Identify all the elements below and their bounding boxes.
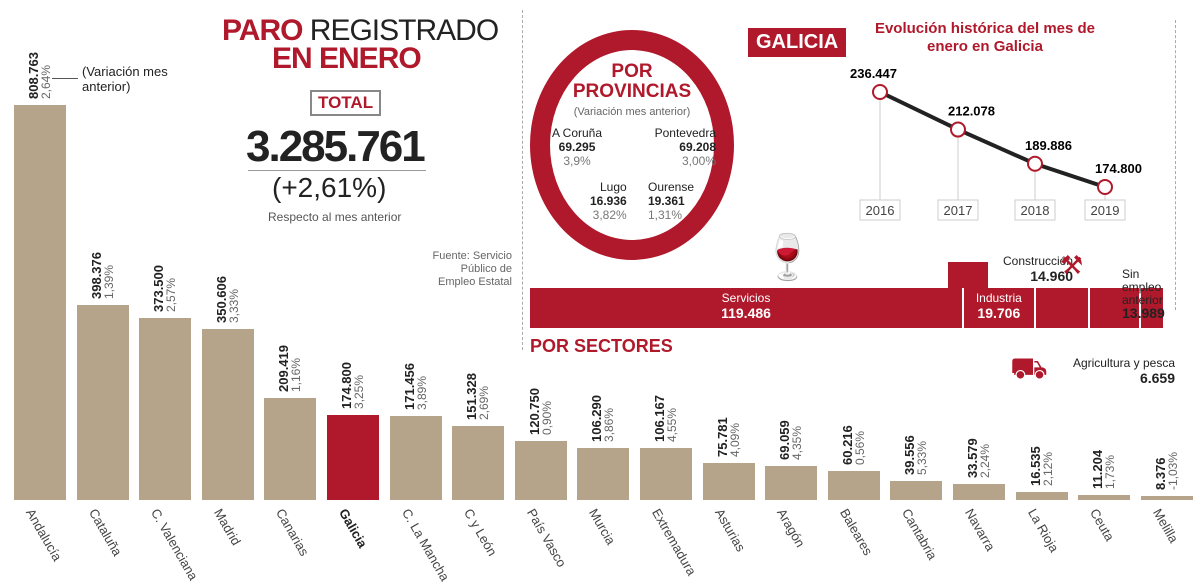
- bar-value-label: 151.328 2,69%: [464, 373, 492, 421]
- point-label: 236.447: [850, 66, 897, 81]
- bar-value-label: 33.579 2,24%: [965, 437, 992, 478]
- province-lugo: Lugo 16.936 3,82%: [590, 180, 627, 222]
- year-box: [937, 199, 979, 221]
- bar-cantabria: [890, 480, 943, 500]
- bar-value-label: 209.419 1,16%: [276, 344, 304, 392]
- divider: [1175, 20, 1176, 310]
- sector-segment: [1140, 288, 1165, 328]
- year-label: 2018: [1021, 203, 1050, 218]
- bar-ceuta: [1078, 494, 1131, 500]
- tractor-icon: ⛟: [1010, 352, 1048, 385]
- variation-note: (Variación mes anterior): [52, 64, 172, 94]
- bar-c-la-mancha: [389, 416, 442, 500]
- galicia-tag: GALICIA: [748, 28, 847, 57]
- total-value: 3.285.761: [246, 122, 426, 171]
- worker-icon: ⚒: [1060, 250, 1084, 280]
- bar-value-label: 8.376 -1,03%: [1152, 451, 1180, 490]
- data-point: [872, 84, 888, 100]
- bar-catalu-a: [76, 305, 129, 500]
- bar-value-label: 398.376 1,39%: [88, 252, 116, 300]
- bar-arag-n: [765, 466, 818, 500]
- year-box: [1014, 199, 1056, 221]
- sectors-bar: Servicios 119.486 Industria 19.706: [530, 288, 1165, 328]
- year-label: 2016: [866, 203, 895, 218]
- sector-construccion-label: Construcción 14.960: [1003, 254, 1074, 284]
- provinces-subtitle: (Variación mes anterior): [573, 106, 691, 118]
- bar-value-label: 106.167 4,55%: [652, 395, 679, 443]
- bar-c-y-le-n: [452, 426, 505, 500]
- bar-extremadura: [640, 448, 692, 500]
- bar-value-label: 11.204 1,73%: [1090, 449, 1118, 489]
- sector-segment: [1089, 288, 1141, 328]
- bar-c-valenciana: [139, 317, 192, 500]
- source-note: Fuente: Servicio Público de Empleo Estat…: [432, 250, 512, 288]
- sector-segment: Servicios 119.486: [530, 288, 965, 328]
- year-box: [1084, 199, 1126, 221]
- sector-agricultura-label: Agricultura y pesca 6.659: [1072, 356, 1175, 386]
- province-pontevedra: Pontevedra 69.208 3,00%: [654, 126, 716, 168]
- sector-segment: Industria 19.706: [964, 288, 1036, 328]
- data-point: [950, 121, 966, 138]
- sector-segment: [1035, 288, 1090, 328]
- title-line-1: PARO REGISTRADO: [222, 14, 499, 47]
- bar-value-label: 39.556 5,33%: [902, 434, 930, 475]
- factory-icon: [948, 262, 988, 288]
- divider: [248, 170, 426, 171]
- bar-la-rioja: [1015, 491, 1068, 500]
- divider: [522, 10, 523, 350]
- bar-pa-s-vasco: [514, 441, 567, 500]
- year-label: 2019: [1091, 203, 1120, 218]
- line-series: [879, 90, 1106, 189]
- bar-canarias: [264, 397, 317, 500]
- bar-value-label: 75.781 4,09%: [714, 417, 742, 457]
- data-point: [1097, 179, 1113, 195]
- year-box: [859, 199, 901, 221]
- province-a-coruna: A Coruña 69.295 3,9%: [552, 126, 603, 168]
- sectors-title: POR SECTORES: [530, 336, 673, 356]
- total-subtitle: Respecto al mes anterior: [268, 210, 402, 224]
- bar-value-label: 350.606 3,33%: [213, 275, 241, 323]
- bar-asturias: [702, 462, 755, 500]
- title-line-2: EN ENERO: [272, 42, 422, 75]
- bar-navarra: [953, 483, 1005, 500]
- total-tag: TOTAL: [310, 90, 382, 116]
- bar-value-label: 60.216 0,56%: [839, 424, 867, 465]
- bar-value-label: 171.456 3,89%: [401, 363, 429, 411]
- bar-value-label: 69.059 4,35%: [777, 420, 805, 461]
- bar-value-label: 808.763 2,64%: [26, 52, 53, 99]
- bar-value-label: 174.800 3,25%: [339, 361, 366, 409]
- bar-galicia: [327, 414, 379, 500]
- wine-glass-fork-icon: 🍷: [760, 233, 815, 282]
- bar-value-label: 373.500 2,57%: [151, 264, 179, 312]
- point-label: 189.886: [1025, 138, 1072, 153]
- bar-baleares: [827, 470, 880, 500]
- bar-madrid: [201, 328, 254, 500]
- bar-murcia: [577, 448, 630, 500]
- bar-melilla: [1140, 495, 1193, 500]
- bar-andaluc-a: [14, 105, 66, 500]
- point-label: 174.800: [1095, 161, 1142, 176]
- line-chart-title: Evolución histórica del mes de enero en …: [874, 20, 1096, 55]
- bar-value-label: 106.290 3,86%: [589, 395, 617, 443]
- bar-value-label: 16.535 2,12%: [1027, 446, 1055, 486]
- total-variation: (+2,61%): [272, 172, 387, 203]
- sector-sin-empleo-label: Sin empleo anterior 13.989: [1122, 267, 1165, 321]
- bar-value-label: 120.750 0,90%: [526, 388, 554, 436]
- point-label: 212.078: [948, 104, 995, 119]
- data-point: [1027, 155, 1043, 172]
- provinces-title: POR PROVINCIAS: [572, 61, 692, 102]
- province-ourense: Ourense 19.361 1,31%: [648, 180, 695, 222]
- year-label: 2017: [944, 203, 973, 218]
